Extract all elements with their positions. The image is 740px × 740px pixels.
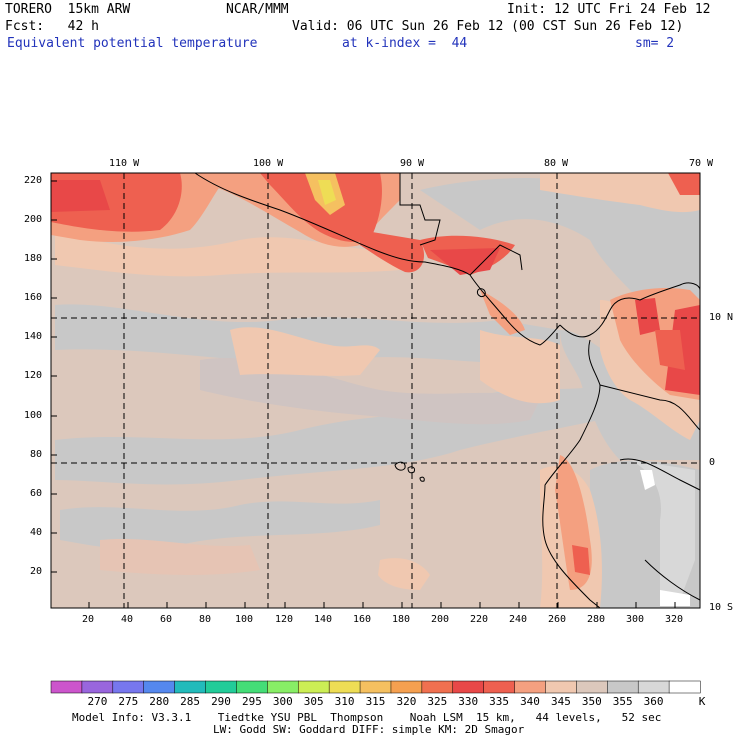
valid-time: Valid: 06 UTC Sun 26 Feb 12 (00 CST Sun … [292, 19, 684, 34]
init-time: Init: 12 UTC Fri 24 Feb 12 [507, 2, 711, 17]
colorbar-label: 290 [211, 695, 231, 708]
y-tick-label: 100 [24, 410, 43, 421]
colorbar-swatch [328, 680, 361, 694]
coastlines [194, 172, 701, 609]
colorbar-label: 345 [550, 695, 571, 708]
theta-e-field [51, 173, 700, 608]
lon-label-100w: 100 W [253, 158, 284, 169]
field-name: Equivalent potential temperature [7, 36, 258, 51]
colorbar-swatch [514, 680, 547, 694]
x-tick-label: 120 [275, 614, 294, 625]
x-tick-label: 200 [431, 614, 450, 625]
x-tick-label: 260 [548, 614, 567, 625]
x-tick-label: 20 [82, 614, 95, 625]
x-tick-label: 240 [509, 614, 528, 625]
x-tick-label: 320 [665, 614, 684, 625]
model-info-line1: Model Info: V3.3.1 Tiedtke YSU PBL Thomp… [72, 711, 662, 724]
colorbar-swatch [50, 680, 83, 694]
y-tick-label: 180 [24, 253, 43, 264]
level-label: at k-index = 44 [342, 36, 468, 51]
axis-ticks [51, 180, 676, 608]
y-tick-label: 60 [30, 488, 43, 499]
colorbar-label: 270 [87, 695, 108, 708]
colorbar-label: 305 [303, 695, 324, 708]
x-tick-label: 60 [160, 614, 173, 625]
graticule [51, 173, 700, 608]
colorbar-swatch [205, 680, 237, 694]
y-tick-label: 140 [24, 331, 43, 342]
colorbar-label: 285 [180, 695, 201, 708]
colorbar-swatch [143, 680, 176, 694]
map-frame [50, 172, 701, 609]
y-tick-label: 200 [24, 214, 43, 225]
colorbar-swatch [267, 680, 299, 694]
colorbar-swatch [297, 680, 330, 694]
model-info-line2: LW: Godd SW: Goddard DIFF: simple KM: 2D… [213, 723, 525, 736]
colorbar-label: 325 [427, 695, 448, 708]
x-tick-label: 220 [470, 614, 489, 625]
colorbar-swatch [359, 680, 392, 694]
forecast-hour: Fcst: 42 h [5, 19, 99, 34]
lat-label-equator: 0 [709, 457, 716, 468]
colorbar-swatch [545, 680, 577, 694]
lon-label-110w: 110 W [109, 158, 140, 169]
y-tick-label: 160 [24, 292, 43, 303]
lat-label-10n: 10 N [709, 312, 734, 323]
colorbar-label: 320 [396, 695, 417, 708]
colorbar-label: 340 [520, 695, 540, 708]
x-tick-label: 180 [392, 614, 411, 625]
colorbar-label: 315 [365, 695, 386, 708]
smoothing-label: sm= 2 [635, 36, 675, 51]
colorbar-swatch [576, 680, 608, 694]
colorbar-swatch [112, 680, 145, 694]
colorbar-swatch [174, 680, 207, 694]
x-tick-label: 40 [121, 614, 134, 625]
x-tick-label: 300 [626, 614, 645, 625]
colorbar-swatch [607, 680, 639, 694]
model-title: TORERO 15km ARW [5, 2, 131, 17]
colorbar-swatch [236, 680, 268, 694]
colorbar-label: 280 [149, 695, 170, 708]
colorbar-label: 330 [458, 695, 479, 708]
x-tick-label: 160 [353, 614, 372, 625]
colorbar-swatch [390, 680, 423, 694]
colorbar-label: 295 [241, 695, 262, 708]
colorbar-swatch [483, 680, 516, 694]
y-tick-label: 40 [30, 527, 43, 538]
colorbar [50, 680, 701, 694]
y-tick-label: 220 [24, 175, 43, 186]
colorbar-label: 355 [612, 695, 633, 708]
colorbar-swatch [637, 680, 670, 694]
colorbar-swatch [81, 680, 114, 694]
lon-label-70w: 70 W [689, 158, 714, 169]
y-tick-label: 120 [24, 370, 43, 381]
colorbar-label: 300 [272, 695, 293, 708]
colorbar-label: 360 [643, 695, 664, 708]
colorbar-label: 335 [489, 695, 510, 708]
colorbar-label: 275 [118, 695, 139, 708]
colorbar-swatch [452, 680, 485, 694]
org-label: NCAR/MMM [226, 2, 289, 17]
colorbar-swatch [421, 680, 454, 694]
y-tick-label: 80 [30, 449, 43, 460]
colorbar-swatch [668, 680, 701, 694]
x-tick-label: 80 [199, 614, 212, 625]
lat-label-10s: 10 S [709, 602, 734, 613]
x-tick-label: 280 [587, 614, 606, 625]
lon-label-80w: 80 W [544, 158, 569, 169]
y-tick-label: 20 [30, 566, 43, 577]
x-tick-label: 140 [314, 614, 333, 625]
x-tick-label: 100 [235, 614, 254, 625]
colorbar-label: 350 [581, 695, 602, 708]
colorbar-unit: K [698, 695, 706, 708]
lon-label-90w: 90 W [400, 158, 425, 169]
colorbar-label: 310 [334, 695, 355, 708]
